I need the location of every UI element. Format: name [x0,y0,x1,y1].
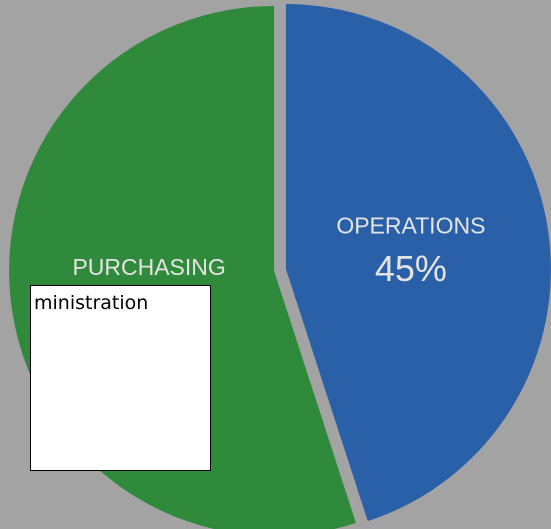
overlay-box: ministration [30,285,211,471]
overlay-text: ministration [34,292,149,314]
slice-category: OPERATIONS [336,212,485,238]
slice-value: 45% [375,248,447,289]
pie-slice [285,4,551,522]
slice-category: PURCHASING [72,254,225,280]
